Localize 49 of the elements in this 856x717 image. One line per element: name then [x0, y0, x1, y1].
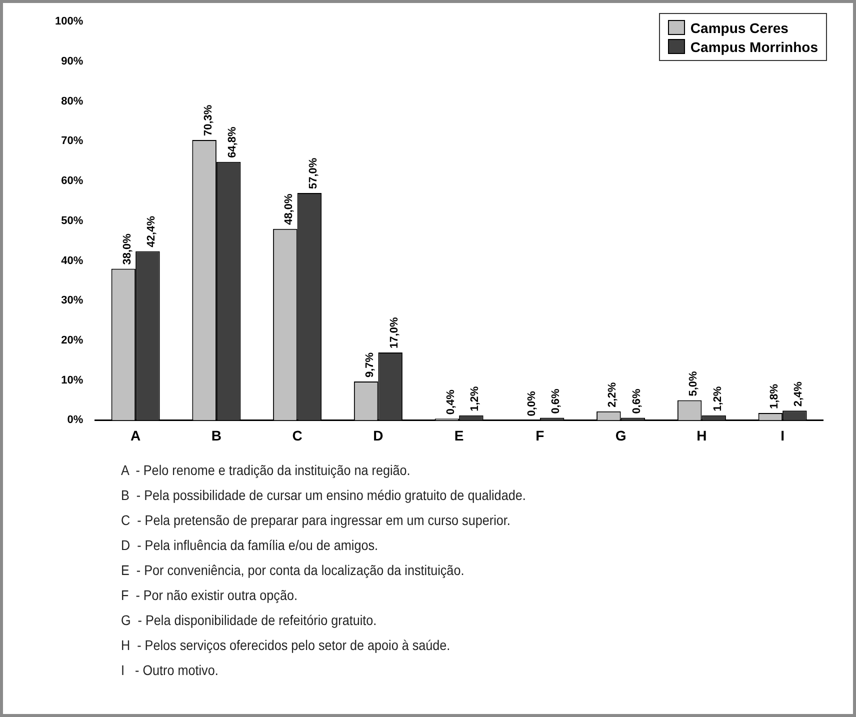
text: E - Por conveniência, por conta da localização da instituição. — [121, 561, 466, 580]
x-tick-label: D — [373, 427, 384, 444]
data-label: 1,2% — [712, 386, 724, 412]
data-label: 48,0% — [283, 193, 296, 225]
data-label: 0,6% — [630, 388, 643, 414]
text: H - Pelos serviços oferecidos pelo setor de apoio à saúde. — [121, 636, 452, 655]
text: B - Pela possibilidade de cursar um ensino médio gratuito de qualidade. — [121, 486, 526, 505]
y-tick-label: 20% — [61, 334, 84, 347]
x-tick-label: A — [130, 427, 141, 444]
x-tick-label: C — [292, 427, 302, 444]
data-label: 5,0% — [688, 370, 700, 396]
x-tick-label: F — [536, 427, 545, 444]
x-tick-label: B — [211, 427, 222, 444]
data-label: 1,2% — [469, 386, 482, 412]
y-tick-label: 0% — [67, 414, 84, 426]
x-tick-label: H — [696, 427, 707, 444]
data-label: 0,4% — [444, 389, 457, 415]
data-label: 0,0% — [526, 390, 538, 416]
text: I - Outro motivo. — [121, 661, 220, 680]
y-tick-label: 90% — [61, 55, 84, 68]
y-tick-label: 30% — [61, 294, 84, 307]
legend-label: Campus Morrinhos — [690, 38, 818, 54]
y-tick-label: 100% — [54, 16, 84, 28]
x-tick-label: I — [780, 427, 785, 444]
x-tick-label: G — [615, 427, 626, 444]
data-label: 9,7% — [364, 352, 376, 378]
data-label: 2,2% — [606, 382, 619, 408]
x-tick-label: E — [454, 427, 464, 444]
y-tick-label: 10% — [61, 374, 84, 386]
data-label: 2,4% — [792, 381, 805, 407]
y-tick-label: 40% — [61, 254, 84, 267]
text: F - Por não existir outra opção. — [121, 586, 298, 605]
data-label: 64,8% — [226, 126, 239, 158]
y-tick-label: 70% — [61, 135, 84, 148]
data-label: 42,4% — [146, 216, 158, 248]
data-label: 70,3% — [202, 104, 214, 136]
legend-label: Campus Ceres — [690, 20, 788, 36]
text: G - Pela disponibilidade de refeitório gratuito. — [121, 611, 378, 630]
data-label: 17,0% — [388, 317, 400, 348]
text: D - Pela influência da família e/ou de amigos. — [121, 536, 380, 555]
y-tick-label: 60% — [61, 175, 84, 188]
y-tick-label: 50% — [61, 214, 84, 227]
data-label: 38,0% — [121, 233, 134, 265]
text: A - Pelo renome e tradição da instituição na região. — [121, 461, 412, 480]
y-tick-label: 80% — [61, 95, 84, 108]
text: C - Pela pretensão de preparar para ingressar em um curso superior. — [121, 511, 512, 530]
data-label: 0,6% — [550, 388, 562, 414]
data-label: 57,0% — [307, 158, 320, 189]
data-label: 1,8% — [768, 384, 780, 410]
